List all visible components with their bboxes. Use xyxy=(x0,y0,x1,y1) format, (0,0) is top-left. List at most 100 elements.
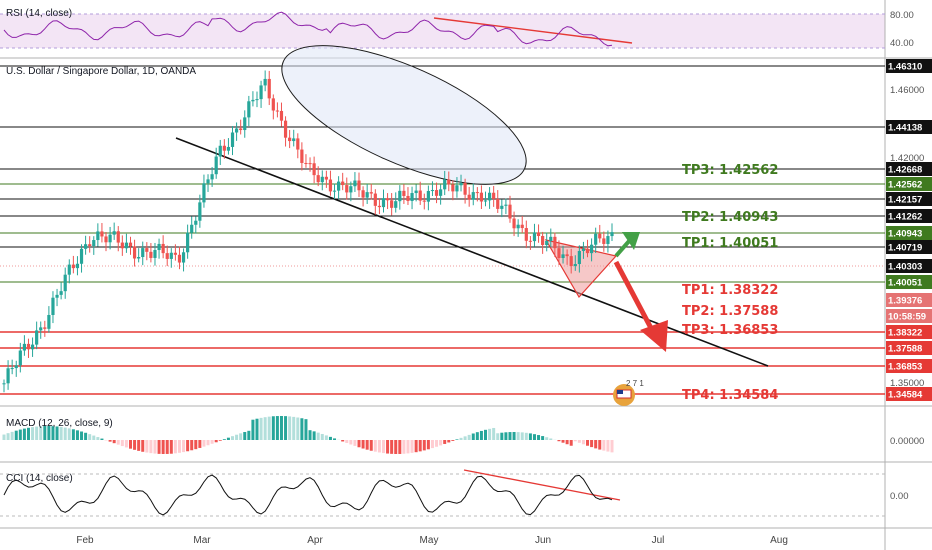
candle-body xyxy=(585,248,590,254)
macd-bar xyxy=(345,440,349,443)
macd-bar xyxy=(112,440,116,444)
take-profit-label[interactable]: TP1: 1.40051 xyxy=(682,236,778,251)
candle-body xyxy=(271,98,275,111)
candle-body xyxy=(43,327,47,329)
macd-bar xyxy=(439,440,443,446)
price-tag xyxy=(886,275,932,289)
candle-body xyxy=(475,192,479,194)
macd-bar xyxy=(182,440,186,453)
macd-bar xyxy=(557,440,561,442)
macd-bar xyxy=(484,429,488,440)
macd-bar xyxy=(426,440,430,450)
macd-tick-zero: 0.00000 xyxy=(890,436,924,447)
candle-body xyxy=(230,132,235,147)
macd-bar xyxy=(186,440,190,452)
rsi-title[interactable]: RSI (14, close) xyxy=(6,8,73,19)
price-tag-label: 1.44138 xyxy=(888,123,922,134)
candle-body xyxy=(332,190,337,192)
trendline-black[interactable] xyxy=(175,137,769,367)
price-axis[interactable]: 1.460001.450001.420001.350001.463101.441… xyxy=(886,59,932,401)
macd-bar xyxy=(239,433,243,440)
macd-bar xyxy=(357,440,361,448)
price-tag-label: 1.46310 xyxy=(888,62,922,73)
candle-body xyxy=(451,184,455,192)
macd-bar xyxy=(202,440,206,447)
candle-body xyxy=(18,350,22,366)
take-profit-label[interactable]: TP3: 1.36853 xyxy=(682,323,778,338)
take-profit-label[interactable]: TP1: 1.38322 xyxy=(682,283,778,298)
macd-bar xyxy=(263,417,267,440)
price-tag xyxy=(886,259,932,273)
candle-body xyxy=(589,244,594,254)
time-axis[interactable]: Feb Mar Apr May Jun Jul Aug xyxy=(76,535,788,546)
symbol-title[interactable]: U.S. Dollar / Singapore Dollar, 1D, OAND… xyxy=(6,66,197,77)
take-profit-label[interactable]: TP2: 1.37588 xyxy=(682,304,778,319)
price-tag-label: 1.42562 xyxy=(888,180,922,191)
take-profit-label[interactable]: TP4: 1.34584 xyxy=(682,388,778,403)
time-axis-label: May xyxy=(420,535,439,546)
candle-body xyxy=(553,236,557,249)
candle-body xyxy=(2,383,6,385)
candle-body xyxy=(381,198,386,208)
time-axis-label: Jun xyxy=(535,535,551,546)
macd-bar xyxy=(296,417,300,440)
price-tag-label: 1.40051 xyxy=(888,278,923,289)
macd-bar xyxy=(259,417,263,440)
price-tag-label: 1.37588 xyxy=(888,344,922,355)
macd-bar xyxy=(471,433,475,440)
candle-body xyxy=(6,368,10,384)
candle-body xyxy=(377,205,382,208)
event-count: 2 7 1 xyxy=(626,379,644,388)
candle-body xyxy=(116,231,120,243)
candle-body xyxy=(169,252,173,259)
candle-body xyxy=(120,242,124,249)
candle-body xyxy=(504,204,508,206)
macd-bar xyxy=(235,434,239,440)
highlight-ellipse[interactable] xyxy=(264,17,544,212)
candle-body xyxy=(557,248,561,259)
candle-body xyxy=(47,314,51,329)
event-badge[interactable]: 2 7 1 xyxy=(613,379,644,406)
macd-bar xyxy=(173,440,177,454)
candle-body xyxy=(63,274,67,292)
candle-body xyxy=(463,183,467,195)
macd-bar xyxy=(141,440,145,452)
bullish-arrow-shaft xyxy=(614,238,632,258)
macd-bar xyxy=(190,440,194,451)
macd-bar xyxy=(320,433,324,440)
candle-body xyxy=(202,183,206,203)
macd-bar xyxy=(594,440,598,449)
take-profit-label[interactable]: TP2: 1.40943 xyxy=(682,210,778,225)
macd-bar xyxy=(328,436,332,440)
bullish-arrow-head[interactable] xyxy=(622,232,640,250)
macd-bar xyxy=(247,430,251,440)
macd-bar xyxy=(137,440,141,451)
candle-body xyxy=(353,180,357,187)
macd-bar xyxy=(231,436,235,440)
macd-bar xyxy=(369,440,373,451)
cci-tick-zero: 0.00 xyxy=(890,491,909,502)
cci-title[interactable]: CCI (14, close) xyxy=(6,473,73,484)
macd-bar xyxy=(565,440,569,445)
take-profit-label[interactable]: TP3: 1.42562 xyxy=(682,163,778,178)
macd-bar xyxy=(308,430,312,440)
candle-body xyxy=(288,137,292,142)
macd-bar xyxy=(406,440,410,454)
macd-bar xyxy=(63,427,67,440)
candle-body xyxy=(141,248,145,258)
candle-body xyxy=(275,110,279,112)
macd-bar xyxy=(333,438,337,440)
candle-body xyxy=(300,149,304,163)
macd-title[interactable]: MACD (12, 26, close, 9) xyxy=(6,418,113,429)
macd-bar xyxy=(402,440,406,454)
candle-body xyxy=(418,190,422,201)
bearish-arrow-head[interactable] xyxy=(640,320,668,352)
rsi-tick-80: 80.00 xyxy=(890,10,914,21)
macd-bar xyxy=(284,416,288,440)
candle-body xyxy=(153,250,157,258)
macd-bar xyxy=(435,440,439,447)
macd-bar xyxy=(18,429,22,440)
candle-body xyxy=(516,224,520,229)
macd-bar xyxy=(422,440,426,451)
